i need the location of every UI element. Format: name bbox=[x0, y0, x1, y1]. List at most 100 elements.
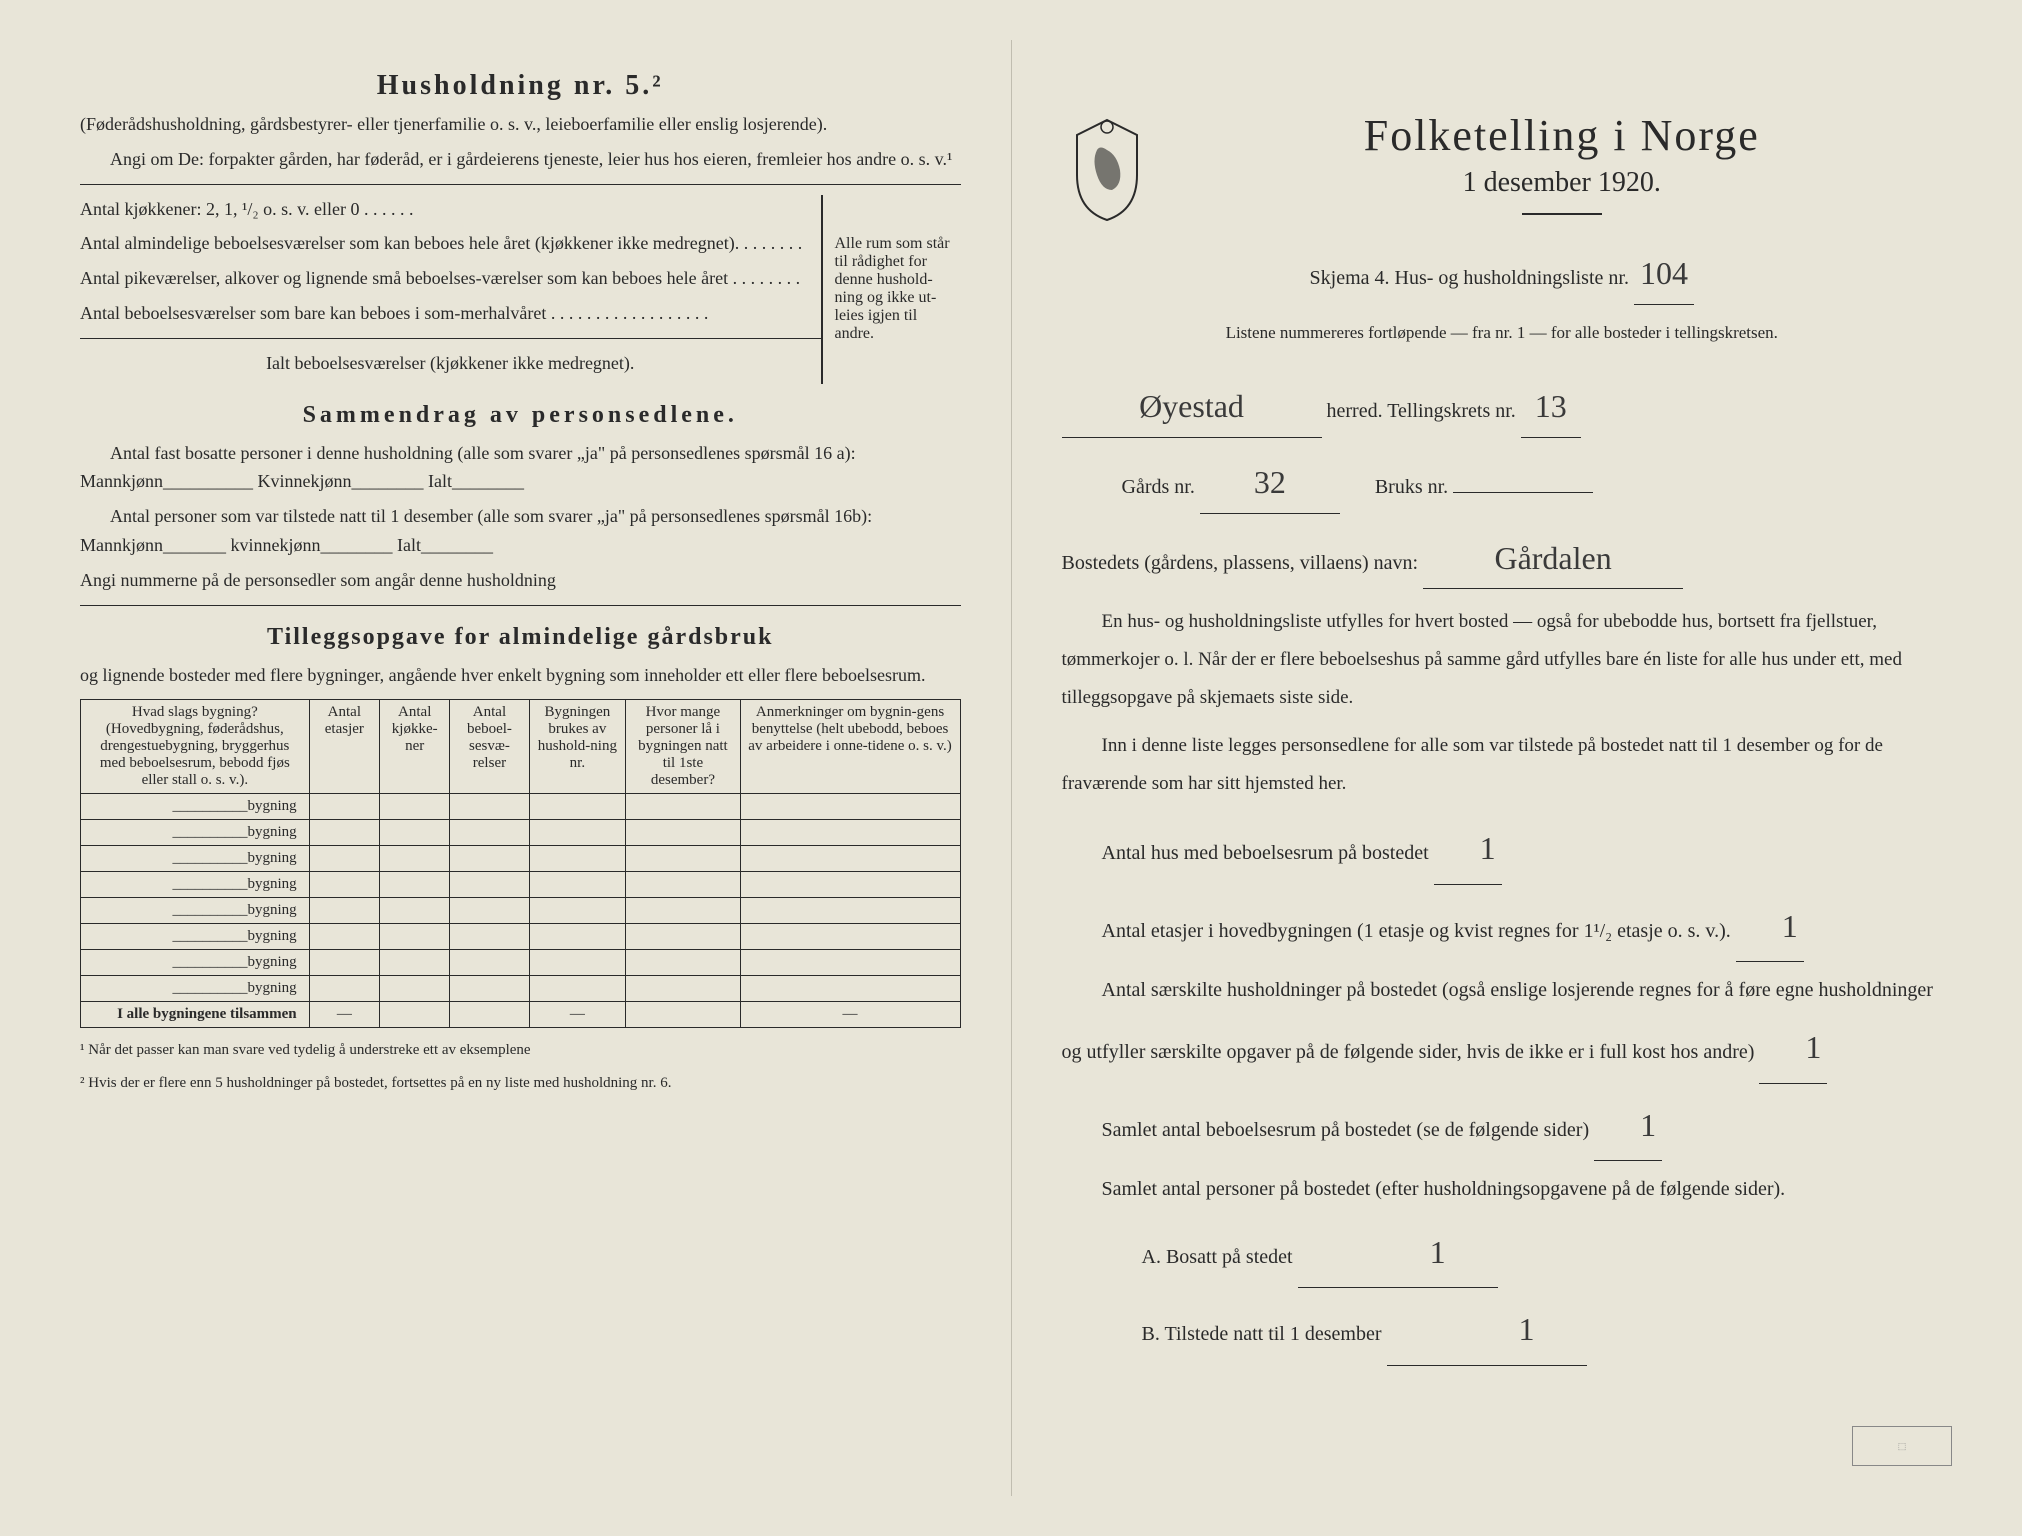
cell bbox=[740, 846, 960, 872]
table-row: __________bygning bbox=[81, 820, 961, 846]
cell bbox=[740, 924, 960, 950]
table-row: __________bygning bbox=[81, 976, 961, 1002]
list-number: 104 bbox=[1634, 243, 1694, 305]
cell bbox=[450, 1002, 529, 1028]
row-label: __________bygning bbox=[81, 898, 310, 924]
table-row: __________bygning bbox=[81, 794, 961, 820]
table-header-row: Hvad slags bygning? (Hovedbygning, føder… bbox=[81, 700, 961, 794]
date-line: 1 desember 1920. bbox=[1182, 167, 1943, 199]
col-6: Anmerkninger om bygnin-gens benyttelse (… bbox=[740, 700, 960, 794]
cell bbox=[309, 872, 379, 898]
cell bbox=[380, 1002, 450, 1028]
cell bbox=[626, 794, 740, 820]
cell bbox=[450, 794, 529, 820]
cell bbox=[529, 846, 626, 872]
cell bbox=[626, 924, 740, 950]
gards-line: Gårds nr. 32 Bruks nr. bbox=[1062, 452, 1943, 514]
row-label: __________bygning bbox=[81, 846, 310, 872]
col-0: Hvad slags bygning? (Hovedbygning, føder… bbox=[81, 700, 310, 794]
gards-nr: 32 bbox=[1200, 452, 1340, 514]
cell bbox=[529, 898, 626, 924]
title-row: Folketelling i Norge 1 desember 1920. bbox=[1062, 110, 1943, 229]
cell bbox=[380, 976, 450, 1002]
field-A: A. Bosatt på stedet 1 bbox=[1062, 1217, 1943, 1288]
kitchens-line: Antal kjøkkener: 2, 1, ¹/₂ o. s. v. elle… bbox=[80, 195, 821, 224]
cell bbox=[626, 820, 740, 846]
col-1: Antal etasjer bbox=[309, 700, 379, 794]
cell bbox=[309, 846, 379, 872]
cell bbox=[309, 898, 379, 924]
cell bbox=[626, 898, 740, 924]
cell bbox=[450, 976, 529, 1002]
summary-3: Angi nummerne på de personsedler som ang… bbox=[80, 566, 961, 595]
tillegg-sub: og lignende bosteder med flere bygninger… bbox=[80, 661, 961, 690]
main-title: Folketelling i Norge bbox=[1182, 110, 1943, 161]
divider bbox=[80, 184, 961, 185]
left-page: Husholdning nr. 5.² (Føderådshusholdning… bbox=[30, 40, 1012, 1496]
summary-1: Antal fast bosatte personer i denne hush… bbox=[80, 439, 961, 497]
field-1: Antal hus med beboelsesrum på bostedet 1 bbox=[1062, 813, 1943, 884]
cell bbox=[626, 846, 740, 872]
field-4: Samlet antal beboelsesrum på bostedet (s… bbox=[1062, 1090, 1943, 1161]
f2-val: 1 bbox=[1736, 891, 1804, 962]
col-2: Antal kjøkke-ner bbox=[380, 700, 450, 794]
cell bbox=[380, 794, 450, 820]
bruks-nr bbox=[1453, 492, 1593, 493]
cell bbox=[450, 924, 529, 950]
field-5: Samlet antal personer på bostedet (efter… bbox=[1062, 1167, 1943, 1211]
gards-label: Gårds nr. bbox=[1122, 476, 1195, 498]
footnote-2: ² Hvis der er flere enn 5 husholdninger … bbox=[80, 1073, 961, 1094]
cell: — bbox=[309, 1002, 379, 1028]
herred-label: herred. Tellingskrets nr. bbox=[1327, 400, 1516, 422]
cell bbox=[529, 950, 626, 976]
cell bbox=[626, 950, 740, 976]
col-3: Antal beboel-sesvæ-relser bbox=[450, 700, 529, 794]
cell bbox=[380, 950, 450, 976]
cell bbox=[309, 794, 379, 820]
row-label: __________bygning bbox=[81, 794, 310, 820]
footnote-1: ¹ Når det passer kan man svare ved tydel… bbox=[80, 1040, 961, 1061]
cell bbox=[626, 976, 740, 1002]
summary-title: Sammendrag av personsedlene. bbox=[80, 402, 961, 429]
row-label: __________bygning bbox=[81, 820, 310, 846]
bruks-label: Bruks nr. bbox=[1375, 476, 1448, 498]
summary-2: Antal personer som var tilstede natt til… bbox=[80, 502, 961, 560]
herred-hand: Øyestad bbox=[1062, 376, 1322, 438]
cell bbox=[740, 872, 960, 898]
tillegg-title: Tilleggsopgave for almindelige gårdsbruk bbox=[80, 624, 961, 651]
row-label: __________bygning bbox=[81, 950, 310, 976]
right-page: Folketelling i Norge 1 desember 1920. Sk… bbox=[1012, 40, 1993, 1496]
rooms-3: Antal beboelsesværelser som bare kan beb… bbox=[80, 299, 821, 328]
bosted-label: Bostedets (gårdens, plassens, villaens) … bbox=[1062, 552, 1419, 574]
cell bbox=[740, 794, 960, 820]
f4-val: 1 bbox=[1594, 1090, 1662, 1161]
table-row: __________bygning bbox=[81, 924, 961, 950]
para-2: Inn i denne liste legges personsedlene f… bbox=[1062, 727, 1943, 803]
intro-1: (Føderådshusholdning, gårdsbestyrer- ell… bbox=[80, 110, 961, 139]
table-row: __________bygning bbox=[81, 872, 961, 898]
cell bbox=[529, 820, 626, 846]
cell bbox=[740, 976, 960, 1002]
cell bbox=[380, 872, 450, 898]
table-row: __________bygning bbox=[81, 950, 961, 976]
intro-2: Angi om De: forpakter gården, har føderå… bbox=[80, 145, 961, 174]
col-5: Hvor mange personer lå i bygningen natt … bbox=[626, 700, 740, 794]
sub-line: Listene nummereres fortløpende — fra nr.… bbox=[1062, 319, 1943, 346]
schema-line: Skjema 4. Hus- og husholdningsliste nr. … bbox=[1062, 243, 1943, 305]
herred-line: Øyestad herred. Tellingskrets nr. 13 bbox=[1062, 376, 1943, 438]
divider bbox=[80, 605, 961, 606]
fA-label: A. Bosatt på stedet bbox=[1142, 1246, 1293, 1268]
f1-val: 1 bbox=[1434, 813, 1502, 884]
cell bbox=[529, 794, 626, 820]
row-label: __________bygning bbox=[81, 924, 310, 950]
cell bbox=[529, 976, 626, 1002]
field-3: Antal særskilte husholdninger på bostede… bbox=[1062, 968, 1943, 1083]
cell bbox=[529, 872, 626, 898]
row-label: __________bygning bbox=[81, 976, 310, 1002]
cell bbox=[626, 872, 740, 898]
field-B: B. Tilstede natt til 1 desember 1 bbox=[1062, 1294, 1943, 1365]
cell: — bbox=[740, 1002, 960, 1028]
divider bbox=[80, 338, 821, 339]
f3-val: 1 bbox=[1759, 1012, 1827, 1083]
table-row: __________bygning bbox=[81, 846, 961, 872]
